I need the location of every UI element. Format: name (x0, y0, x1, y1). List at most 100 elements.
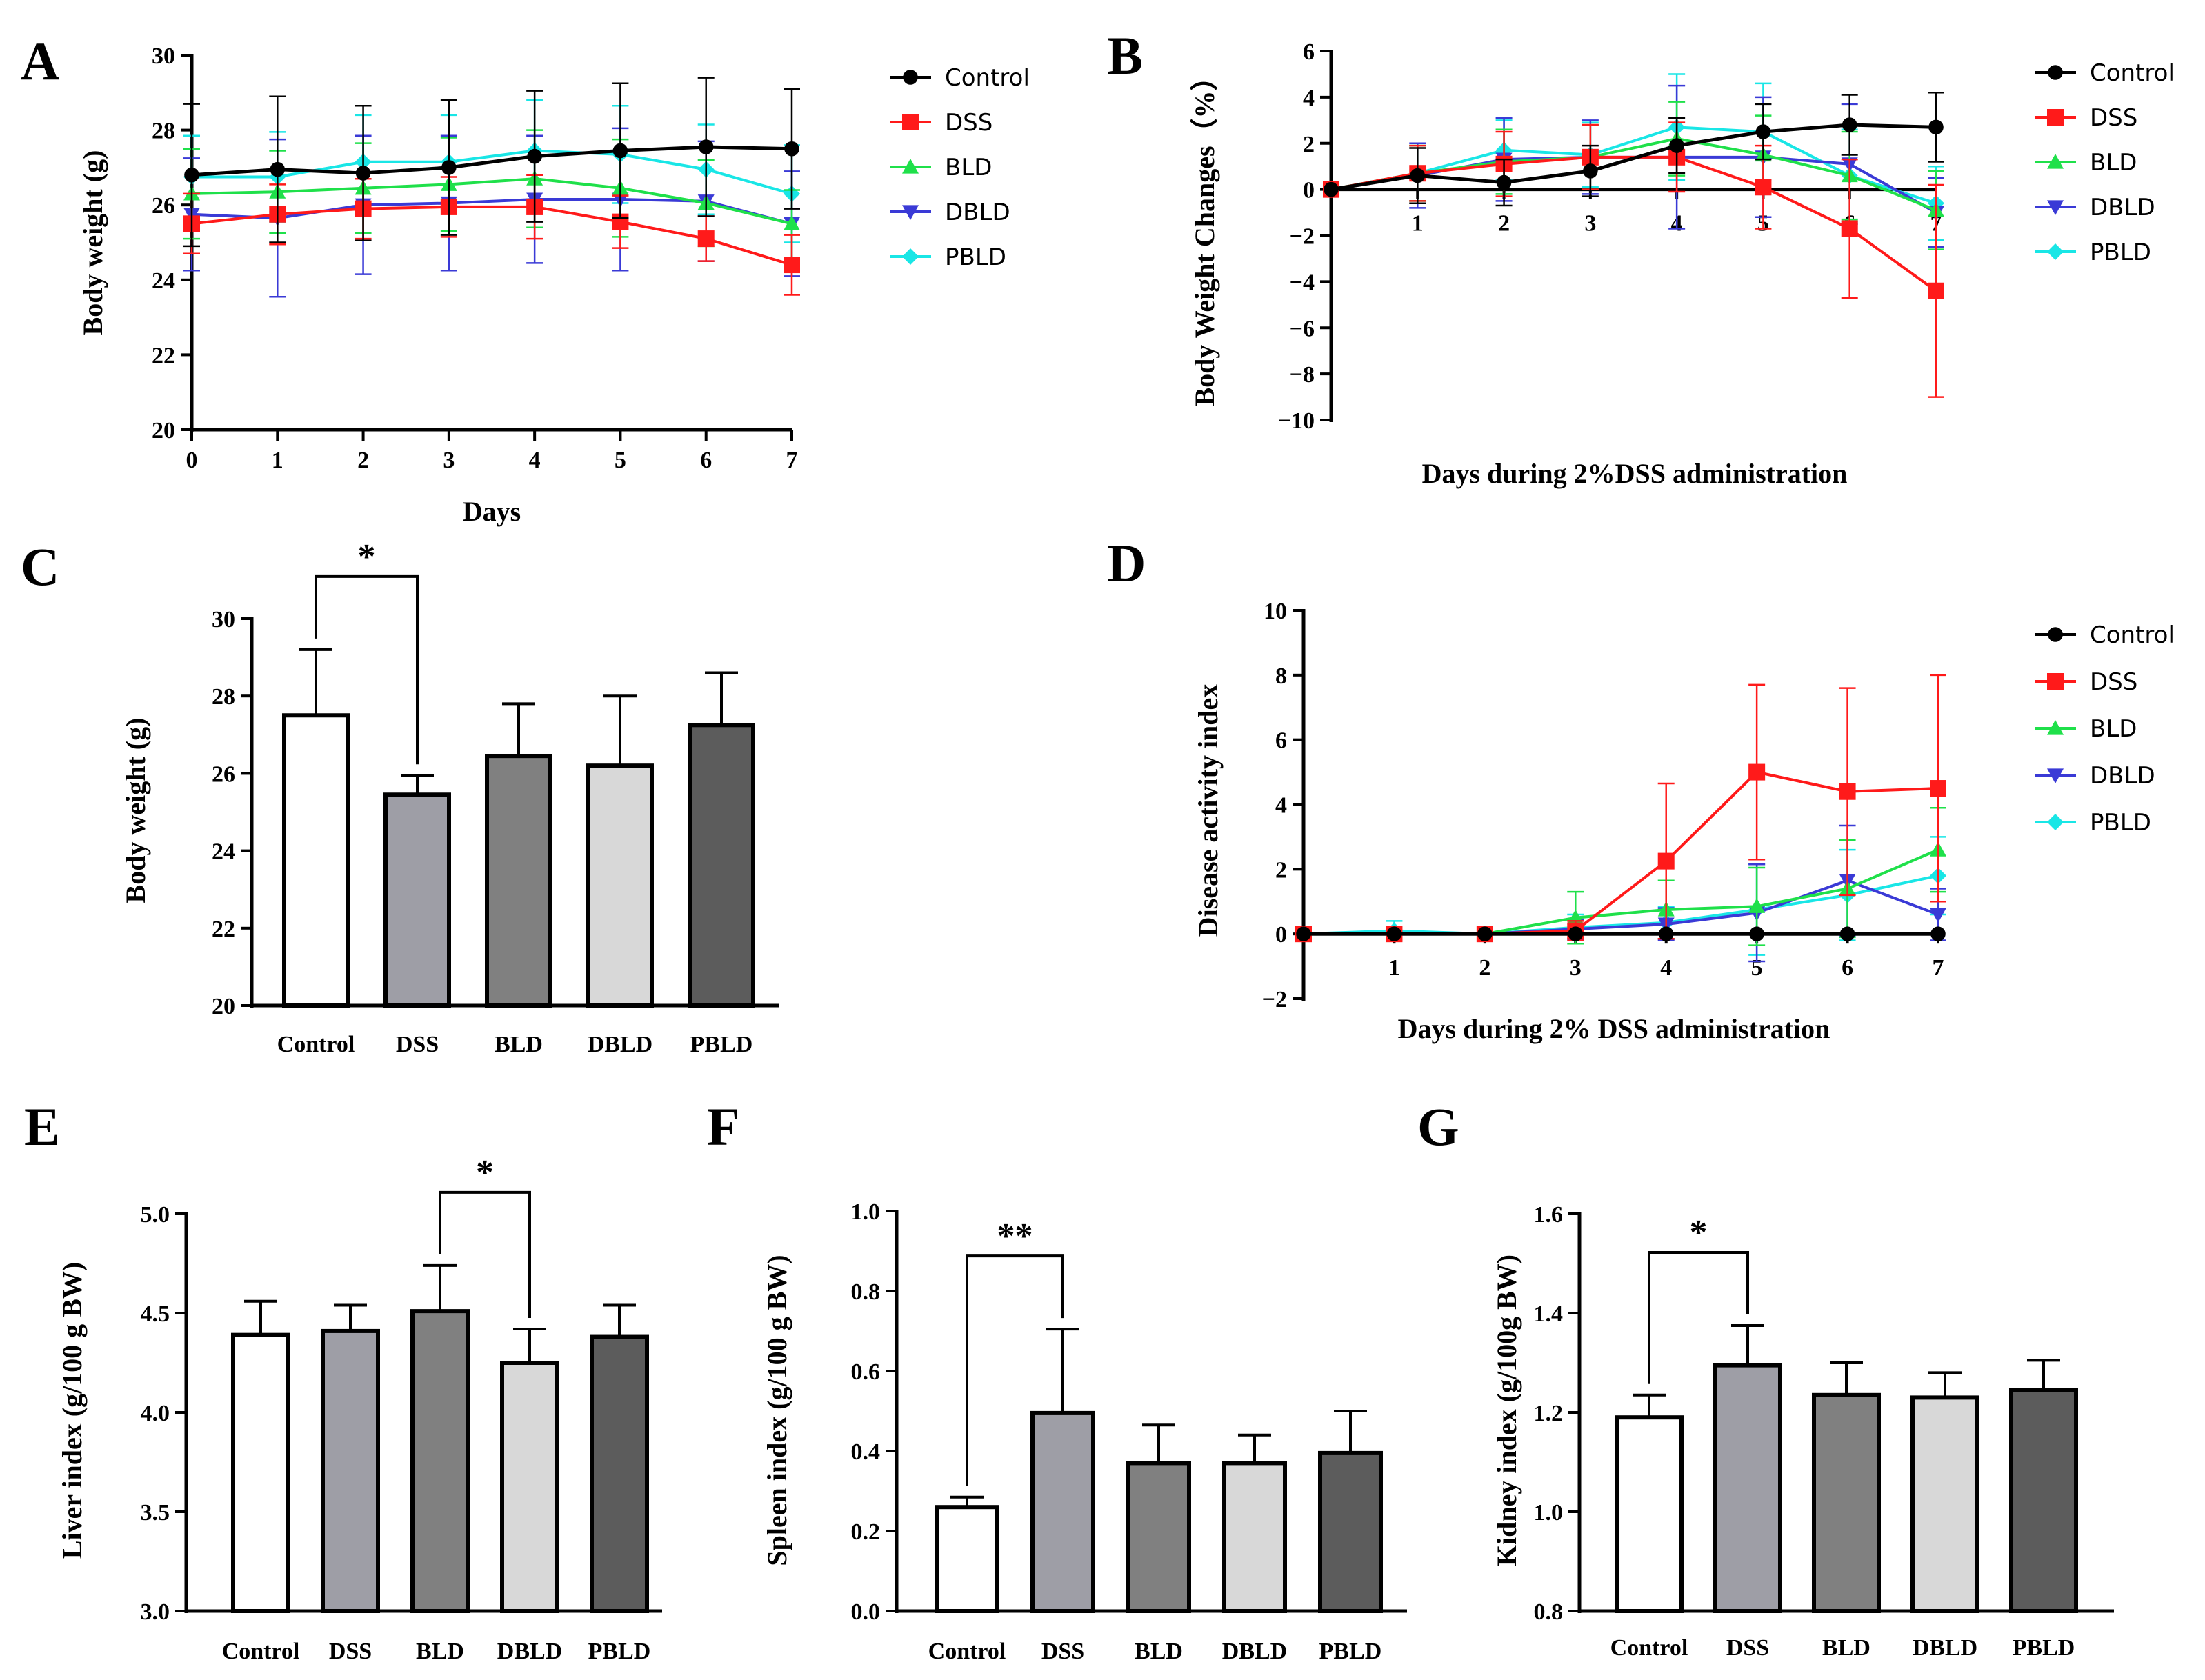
point-control-marker (1842, 117, 1857, 132)
B-y-axis-title: Body Weight Changes（%） (1189, 63, 1220, 406)
F-y-tick-label: 0.4 (851, 1439, 881, 1465)
point-bld-marker (902, 159, 919, 174)
C-bar-dss (383, 792, 451, 1008)
F-x-tick-label: DSS (1041, 1639, 1084, 1664)
G-y-tick-label: 0.8 (1534, 1599, 1564, 1625)
C-x-tick-label: PBLD (690, 1032, 753, 1057)
D-x-tick-label: 3 (1570, 955, 1582, 981)
point-control-marker (1839, 926, 1855, 941)
G-y-tick-label: 1.2 (1534, 1401, 1564, 1426)
E-y-tick-label: 3.5 (141, 1500, 170, 1526)
point-dbld-marker (1930, 908, 1946, 923)
point-dss-marker (784, 257, 800, 274)
D-x-tick-label: 4 (1660, 955, 1672, 981)
D-y-tick-label: 2 (1275, 857, 1287, 883)
point-control-marker (270, 161, 286, 177)
point-control-marker (1658, 926, 1674, 941)
C-bar-pbld (688, 723, 755, 1008)
D-y-axis: −2 0 2 4 6 8 10 (1262, 599, 1306, 1012)
E-bar-dss (321, 1328, 380, 1614)
B-x-tick-label: 2 (1498, 211, 1510, 237)
point-control-marker (184, 167, 199, 183)
A-y-axis-title: Body weight (g) (77, 150, 108, 336)
G-y-tick-label: 1.4 (1534, 1301, 1564, 1327)
G-significance-bracket (1648, 1251, 1749, 1384)
B-y-tick-label: −2 (1290, 224, 1315, 250)
panel-label-F: F (707, 1097, 740, 1157)
C-bar-bld (485, 754, 552, 1008)
F-y-tick-label: 0.8 (851, 1279, 881, 1305)
C-significance-bracket (315, 574, 419, 765)
D-y-tick-label: 10 (1264, 599, 1287, 624)
F-x-tick-label: DBLD (1222, 1639, 1287, 1664)
F-y-axis: 0.0 0.2 0.4 0.6 0.8 1.0 (851, 1199, 899, 1625)
G-bar-dbld (1910, 1395, 1979, 1614)
A-x-tick-label: 0 (186, 448, 198, 473)
A-x-axis: 0 1 2 3 4 5 6 7 (186, 428, 798, 473)
C-y-tick-label: 22 (212, 917, 235, 942)
point-pbld-marker (902, 248, 919, 265)
G-y-tick-label: 1.0 (1534, 1500, 1564, 1526)
D-legend-label: DBLD (2090, 762, 2155, 790)
E-y-tick-label: 4.5 (141, 1301, 170, 1327)
point-dbld-marker (2047, 768, 2064, 783)
point-control-marker (1568, 926, 1584, 941)
D-x-tick-label: 6 (1842, 955, 1853, 981)
A-series-line (191, 145, 792, 177)
A-y-tick-label: 30 (152, 43, 175, 69)
point-dss-marker (697, 230, 715, 248)
A-legend-label: PBLD (945, 243, 1006, 271)
A-x-tick-label: 6 (700, 448, 712, 473)
A-series-line (192, 149, 792, 195)
A-x-tick-label: 4 (529, 448, 541, 473)
E-x-tick-label: DSS (329, 1639, 372, 1664)
point-control-marker (903, 70, 918, 85)
point-bld-marker (1748, 898, 1766, 913)
panel-label-D: D (1107, 533, 1146, 593)
D-y-tick-label: 8 (1275, 663, 1287, 689)
D-y-tick-label: −2 (1262, 987, 1287, 1012)
B-y-tick-label: 6 (1303, 39, 1315, 65)
point-bld-marker (2047, 720, 2064, 735)
G-x-tick-label: Control (1610, 1635, 1688, 1661)
D-legend-label: BLD (2090, 715, 2137, 743)
C-x-tick-label: DBLD (588, 1032, 652, 1057)
E-bar-pbld (590, 1334, 649, 1614)
G-x-tick-label: PBLD (2013, 1635, 2075, 1661)
E-x-tick-label: PBLD (588, 1639, 651, 1664)
E-y-tick-label: 3.0 (141, 1599, 170, 1625)
point-dbld-marker (2047, 200, 2064, 215)
F-y-tick-label: 0.6 (851, 1359, 881, 1385)
G-bar-control (1615, 1415, 1684, 1613)
A-legend: Control DSS BLD DBLD PBLD (890, 64, 1030, 271)
F-x-tick-label: BLD (1135, 1639, 1183, 1664)
panel-label-B: B (1107, 26, 1143, 86)
point-dss-marker (2047, 673, 2064, 690)
point-dss-marker (1755, 179, 1772, 196)
B-legend-label: BLD (2090, 149, 2137, 177)
point-control-marker (1410, 168, 1426, 183)
point-control-marker (1496, 174, 1512, 190)
F-significance-label: ** (997, 1217, 1033, 1256)
B-y-tick-label: 2 (1303, 132, 1315, 157)
C-significance-label: * (358, 537, 376, 577)
F-bar-pbld (1318, 1450, 1383, 1613)
D-legend-label: PBLD (2090, 809, 2151, 837)
point-dss-marker (902, 114, 919, 130)
G-x-tick-label: DSS (1726, 1635, 1769, 1661)
A-x-tick-label: 2 (357, 448, 369, 473)
E-y-axis-title: Liver index (g/100 g BW) (57, 1262, 88, 1559)
E-bar-control (231, 1332, 290, 1614)
panel-label-E: E (24, 1097, 60, 1157)
point-control-marker (355, 166, 371, 181)
F-bar-dbld (1222, 1461, 1287, 1613)
F-bar-control (935, 1505, 999, 1613)
point-dbld-marker (902, 205, 919, 220)
G-y-axis-title: Kidney index (g/100g BW) (1491, 1254, 1522, 1566)
F-y-tick-label: 0.2 (851, 1519, 881, 1545)
G-x-tick-label: BLD (1822, 1635, 1870, 1661)
point-dss-marker (1839, 783, 1856, 800)
A-legend-label: Control (945, 64, 1030, 92)
G-bar-bld (1812, 1392, 1881, 1614)
